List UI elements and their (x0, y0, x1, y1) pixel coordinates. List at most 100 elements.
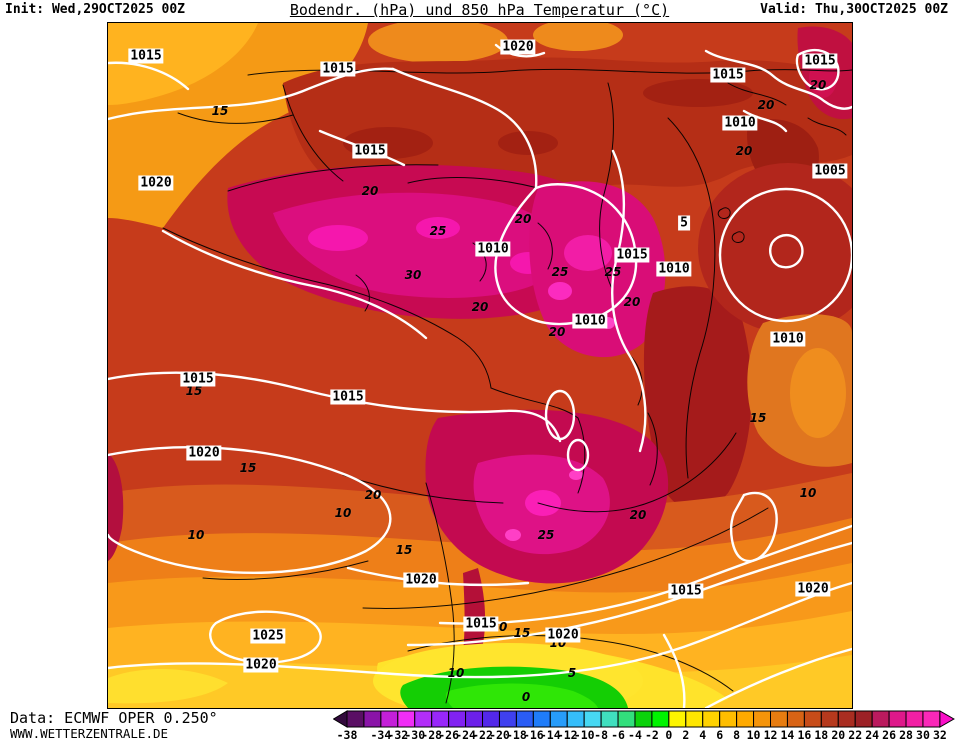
colorbar-tick-label: -32 (387, 728, 408, 741)
colorbar-tick-label: -18 (506, 728, 527, 741)
colorbar-tick-label: 28 (899, 728, 913, 741)
website-label: WWW.WETTERZENTRALE.DE (10, 726, 169, 741)
temperature-fill-regions (108, 23, 852, 708)
colorbar-cell (770, 710, 788, 728)
colorbar-cell (905, 710, 924, 728)
isotherm-value-label: 25 (537, 528, 555, 542)
init-time-label: Init: Wed,29OCT2025 00Z (5, 2, 186, 17)
colorbar-tick-label: 20 (831, 728, 845, 741)
colorbar-cell (431, 710, 450, 728)
isobar-value-label: 1020 (138, 175, 174, 191)
colorbar-cell (566, 710, 585, 728)
colorbar-tick-label: -34 (370, 728, 391, 741)
colorbar-cell (786, 710, 805, 728)
isotherm-value-label: 20 (548, 325, 566, 339)
colorbar-tick-label: 4 (699, 728, 706, 741)
isobar-value-label: 1020 (545, 627, 581, 643)
colorbar-tick-label: 24 (865, 728, 879, 741)
isotherm-value-label: 20 (471, 300, 489, 314)
colorbar-cell (668, 710, 687, 728)
isobar-value-label: 1015 (802, 53, 838, 69)
colorbar-tick-label: -8 (594, 728, 608, 741)
colorbar-cell (380, 710, 399, 728)
colorbar-cell (651, 710, 670, 728)
colorbar-cell (346, 710, 365, 728)
isobar-value-label: 1015 (128, 48, 164, 64)
colorbar-cell (600, 710, 619, 728)
colorbar-under-arrow (333, 710, 348, 728)
isotherm-value-label: 20 (364, 488, 382, 502)
colorbar-tick-label: 10 (747, 728, 761, 741)
colorbar-tick-label: 16 (797, 728, 811, 741)
isotherm-value-label: 10 (187, 528, 205, 542)
colorbar-cell (414, 710, 433, 728)
colorbar-cell (363, 710, 382, 728)
colorbar-tick-label: 8 (733, 728, 740, 741)
colorbar-tick-label: 6 (716, 728, 723, 741)
isobar-value-label: 1020 (403, 572, 439, 588)
colorbar-cell (465, 710, 484, 728)
isobar-value-label: 1010 (572, 313, 608, 329)
isotherm-value-label: 5 (567, 666, 577, 680)
colorbar-cell (634, 710, 653, 728)
isotherm-value-label: 30 (404, 268, 422, 282)
colorbar-tick-label: 32 (933, 728, 947, 741)
colorbar-cell (854, 710, 873, 728)
isobar-value-label: 1015 (463, 616, 499, 632)
colorbar-cell (482, 710, 500, 728)
colorbar-cell (448, 710, 467, 728)
colorbar-tick-label: -38 (337, 728, 358, 741)
forecast-map: 15 20 25 30 20 25 25 20 20 20 20 20 20 15 15 10 10 20 25 20… (107, 22, 853, 709)
colorbar-tick-label: -26 (438, 728, 459, 741)
colorbar-cell (888, 710, 907, 728)
isobar-value-label: 1015 (180, 371, 216, 387)
isobar-value-label: 1020 (186, 445, 222, 461)
colorbar-cell (702, 710, 721, 728)
isotherm-value-label: 10 (799, 486, 817, 500)
isobar-value-label: 1020 (795, 581, 831, 597)
isotherm-value-label: 15 (185, 384, 203, 398)
colorbar-tick-label: 22 (848, 728, 862, 741)
colorbar-tick-label: 26 (882, 728, 896, 741)
colorbar-tick-label: -20 (489, 728, 510, 741)
colorbar-tick-label: -6 (611, 728, 625, 741)
isotherm-value-label: 20 (361, 184, 379, 198)
colorbar-tick-label: -22 (472, 728, 493, 741)
colorbar-cell (719, 710, 738, 728)
colorbar-cell (736, 710, 755, 728)
isotherm-value-label: 0 (521, 690, 531, 704)
colorbar-cell (753, 710, 771, 728)
colorbar-tick-label: 18 (814, 728, 828, 741)
colorbar-cell (685, 710, 704, 728)
isotherm-value-label: 25 (551, 265, 569, 279)
colorbar-cell (617, 710, 636, 728)
colorbar-tick-label: 2 (682, 728, 689, 741)
colorbar-tick-label: 12 (764, 728, 778, 741)
isotherm-value-label: 20 (514, 212, 532, 226)
colorbar-tick-label: -24 (455, 728, 476, 741)
isobar-value-label: 1015 (352, 143, 388, 159)
isobar-value-label: 1015 (614, 247, 650, 263)
colorbar-cell (515, 710, 534, 728)
page-title: Bodendr. (hPa) und 850 hPa Temperatur (°… (289, 1, 670, 19)
isobar-value-label: 1015 (320, 61, 356, 77)
colorbar-tick-label: -12 (557, 728, 578, 741)
colorbar-cell (820, 710, 839, 728)
isotherm-value-label: 15 (513, 626, 531, 640)
isobar-value-label: 1005 (812, 163, 848, 179)
colorbar-tick-label: -16 (523, 728, 544, 741)
temperature-field-svg (108, 23, 852, 708)
isobar-value-label: 1020 (243, 657, 279, 673)
isotherm-value-label: 20 (629, 508, 647, 522)
colorbar-tick-label: -30 (404, 728, 425, 741)
pressure-label-layer: 1015 1015 1020 1015 1020 1010 1015 1010 1010 1015… (108, 23, 852, 708)
colorbar-cell (397, 710, 416, 728)
colorbar-tick-label: 30 (916, 728, 930, 741)
isobar-value-label: 1010 (770, 331, 806, 347)
colorbar-tick-label: -28 (421, 728, 442, 741)
temperature-label-layer: 15 20 25 30 20 25 25 20 20 20 20 20 20 15 15 10 10 20 25 20… (108, 23, 852, 708)
colorbar-cell (583, 710, 602, 728)
isotherm-value-label: 20 (623, 295, 641, 309)
colorbar-cell (549, 710, 568, 728)
